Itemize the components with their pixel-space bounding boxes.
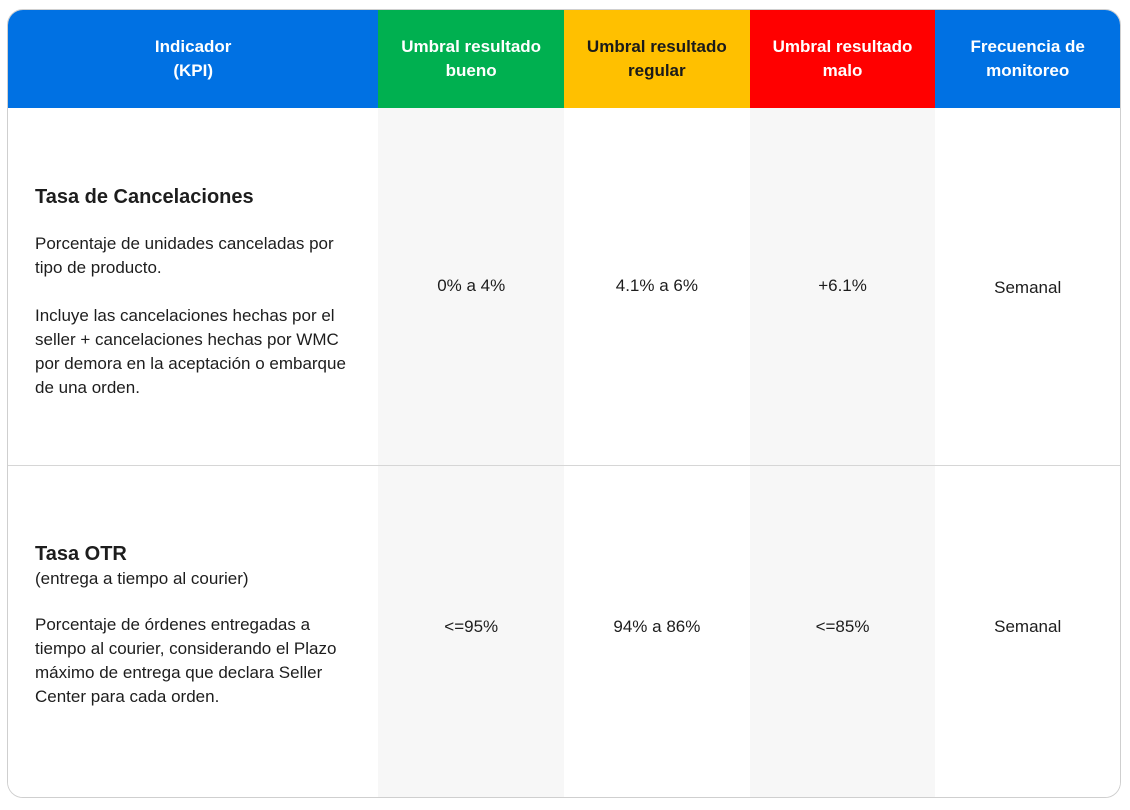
kpi-description-extra: Incluye las cancelaciones hechas por el … bbox=[35, 306, 346, 397]
table-row: Tasa de Cancelaciones Porcentaje de unid… bbox=[8, 108, 1120, 466]
bad-threshold-value: +6.1% bbox=[749, 108, 936, 465]
frequency-value: Semanal bbox=[935, 466, 1120, 797]
header-kpi: Indicador (KPI) bbox=[8, 10, 379, 108]
header-good-threshold: Umbral resultado bueno bbox=[378, 10, 564, 108]
kpi-title: Tasa OTR bbox=[35, 543, 127, 565]
header-frequency: Frecuencia de monitoreo bbox=[935, 10, 1120, 108]
regular-threshold-value: 94% a 86% bbox=[564, 466, 750, 797]
kpi-description: Porcentaje de unidades canceladas por ti… bbox=[35, 234, 334, 277]
table-header: Indicador (KPI) Umbral resultado bueno U… bbox=[8, 10, 1120, 108]
header-regular-threshold: Umbral resultado regular bbox=[564, 10, 750, 108]
kpi-description: Porcentaje de órdenes entregadas a tiemp… bbox=[35, 615, 337, 706]
bad-threshold-value: <=85% bbox=[749, 466, 936, 797]
header-bad-threshold: Umbral resultado malo bbox=[749, 10, 936, 108]
kpi-description-cell: Tasa OTR (entrega a tiempo al courier) P… bbox=[8, 466, 379, 797]
table-row: Tasa OTR (entrega a tiempo al courier) P… bbox=[8, 466, 1120, 797]
good-threshold-value: <=95% bbox=[378, 466, 565, 797]
kpi-title: Tasa de Cancelaciones bbox=[35, 186, 254, 208]
regular-threshold-value: 4.1% a 6% bbox=[564, 108, 750, 465]
kpi-description-cell: Tasa de Cancelaciones Porcentaje de unid… bbox=[8, 108, 379, 465]
good-threshold-value: 0% a 4% bbox=[378, 108, 565, 465]
kpi-subtitle: (entrega a tiempo al courier) bbox=[35, 569, 249, 588]
kpi-table: Indicador (KPI) Umbral resultado bueno U… bbox=[7, 9, 1121, 798]
frequency-value: Semanal bbox=[935, 108, 1120, 465]
